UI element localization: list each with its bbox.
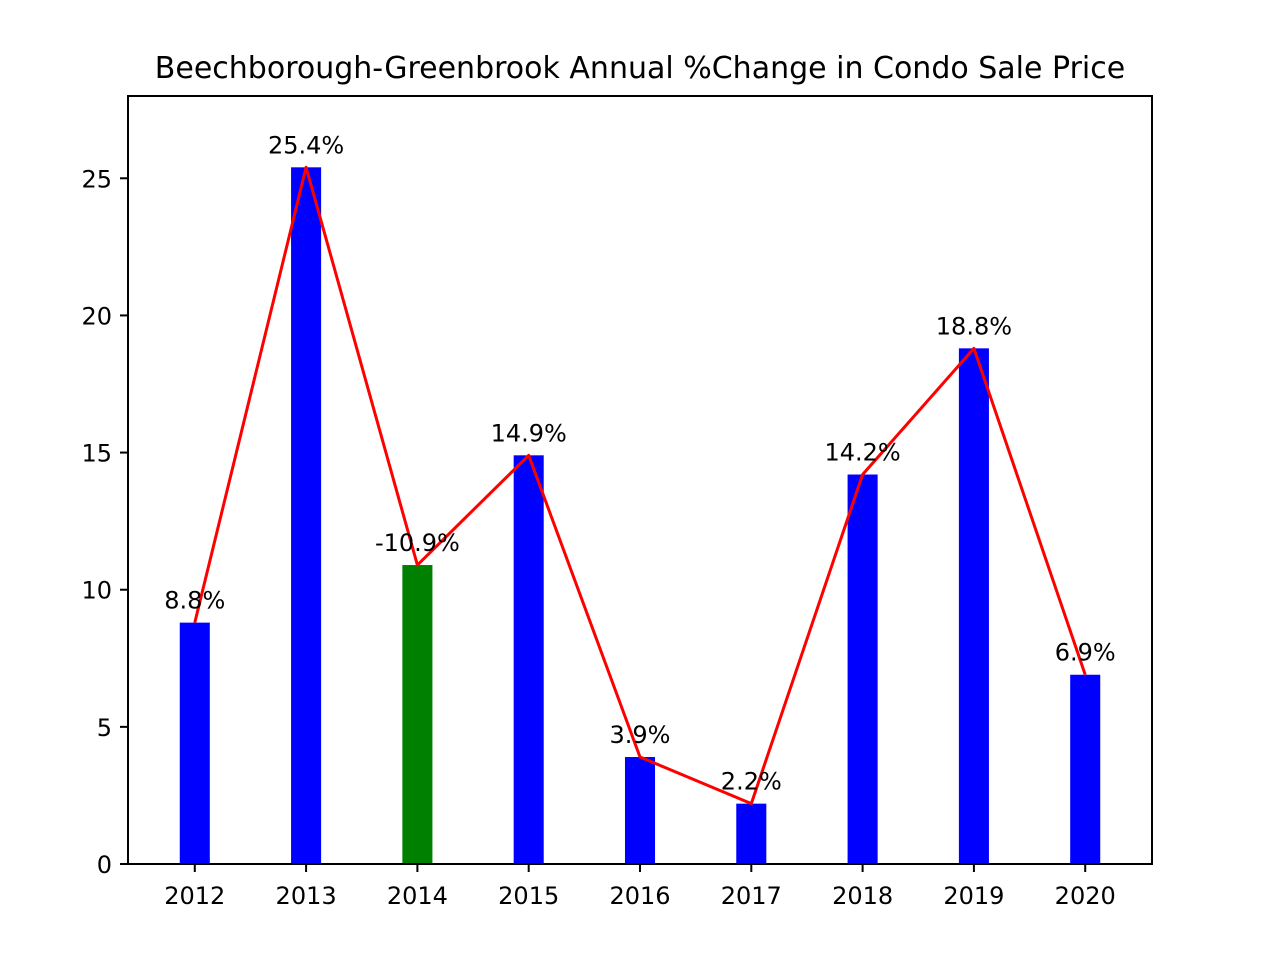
data-label-2013: 25.4% [268,131,344,159]
y-tick-label-25: 25 [81,165,112,193]
data-labels-group: 8.8% 25.4% -10.9% 14.9% 3.9% 2.2% 14.2% 18.8% 6.… [164,131,1115,795]
y-tick-label-5: 5 [97,714,112,742]
bar-2020 [1070,674,1101,864]
data-label-2018: 14.2% [824,439,900,467]
x-tick-label-2014: 2014 [387,882,448,910]
y-tick-label-20: 20 [81,302,112,330]
y-tick-label-15: 15 [81,440,112,468]
data-label-2016: 3.9% [610,721,671,749]
x-tick-label-2015: 2015 [498,882,559,910]
plot-frame [127,95,1153,865]
y-axis: 0 5 10 15 20 25 [81,165,128,879]
data-label-2020: 6.9% [1055,639,1116,667]
x-tick-label-2012: 2012 [164,882,225,910]
data-label-2015: 14.9% [491,419,567,447]
x-tick-label-2020: 2020 [1055,882,1116,910]
trend-line-group [193,165,1087,806]
chart-title: Beechborough-Greenbrook Annual %Change i… [155,51,1125,86]
trend-line [193,165,1087,806]
bar-2017 [736,803,767,864]
x-tick-label-2018: 2018 [832,882,893,910]
bar-2018 [847,474,878,864]
bars-group [179,167,1101,865]
x-tick-label-2016: 2016 [609,882,670,910]
bar-2012 [179,622,210,864]
x-tick-label-2013: 2013 [276,882,337,910]
bar-2013 [291,167,322,865]
data-label-2014: -10.9% [375,529,460,557]
y-tick-label-0: 0 [97,851,112,879]
bar-2019 [958,348,989,864]
data-label-2012: 8.8% [164,587,225,615]
bar-2015 [513,455,544,864]
x-tick-label-2017: 2017 [721,882,782,910]
data-label-2017: 2.2% [721,768,782,796]
x-tick-label-2019: 2019 [943,882,1004,910]
bar-2014 [402,565,433,864]
y-tick-label-10: 10 [81,577,112,605]
data-label-2019: 18.8% [936,312,1012,340]
bar-2016 [624,757,656,864]
x-axis: 2012 2013 2014 2015 2016 2017 2018 2019 2020 [164,864,1116,910]
